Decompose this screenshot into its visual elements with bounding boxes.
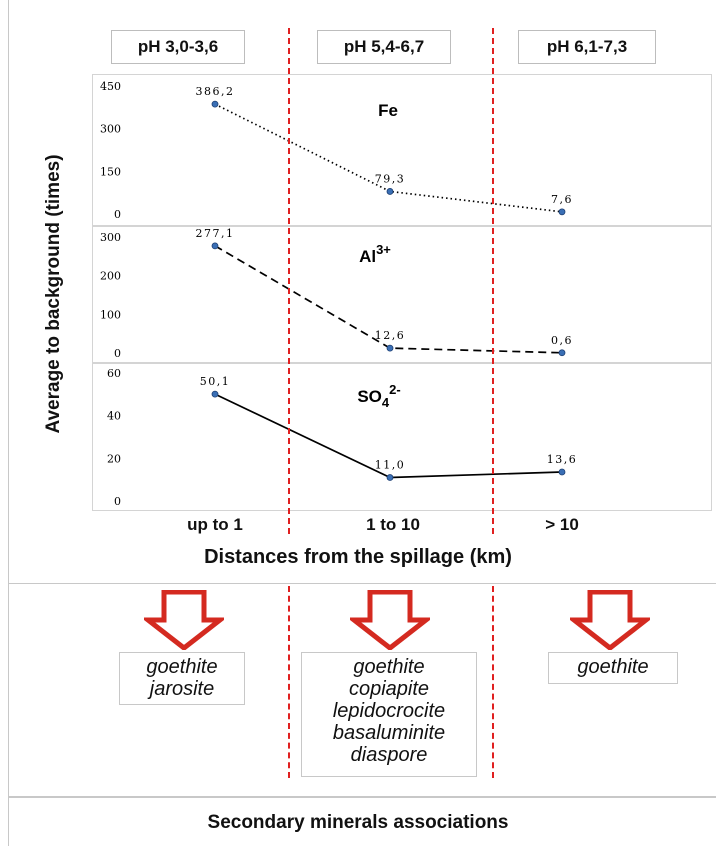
section-divider-bottom — [8, 797, 716, 798]
mineral-name: lepidocrocite — [332, 700, 446, 722]
zone-divider-1 — [288, 28, 290, 534]
down-arrow-icon — [350, 590, 430, 650]
minerals-zone-3: goethite — [548, 652, 678, 684]
x-axis-title: Distances from the spillage (km) — [204, 546, 512, 568]
mineral-name: copiapite — [348, 678, 430, 700]
mineral-name: diaspore — [350, 744, 428, 766]
zone-divider-2 — [492, 28, 494, 534]
zone-divider-2-lower — [492, 586, 494, 778]
y-axis-title: Average to background (times) — [43, 154, 64, 434]
minerals-frame — [8, 584, 716, 797]
mineral-name: goethite — [353, 656, 425, 678]
ph-zone-2: pH 5,4-6,7 — [317, 30, 451, 64]
minerals-zone-1: goethite jarosite — [119, 652, 245, 705]
x-tick-label-1: up to 1 — [187, 515, 243, 534]
panel-frame-fe — [92, 74, 712, 226]
panel-frame-al — [92, 226, 712, 363]
down-arrow-icon — [144, 590, 224, 650]
x-tick-label-3: > 10 — [545, 515, 579, 534]
ph-zone-1: pH 3,0-3,6 — [111, 30, 245, 64]
panel-frame-so4 — [92, 363, 712, 511]
zone-divider-1-lower — [288, 586, 290, 778]
minerals-zone-2: goethite copiapite lepidocrocite basalum… — [301, 652, 477, 777]
minerals-section-title: Secondary minerals associations — [207, 812, 509, 833]
mineral-name: goethite — [577, 656, 649, 678]
mineral-name: basaluminite — [332, 722, 446, 744]
down-arrow-icon — [570, 590, 650, 650]
section-divider-top — [8, 583, 716, 584]
x-tick-label-2: 1 to 10 — [366, 515, 420, 534]
mineral-name: jarosite — [149, 678, 215, 700]
mineral-name: goethite — [146, 656, 218, 678]
title-frame — [8, 797, 716, 846]
ph-zone-3: pH 6,1-7,3 — [518, 30, 656, 64]
